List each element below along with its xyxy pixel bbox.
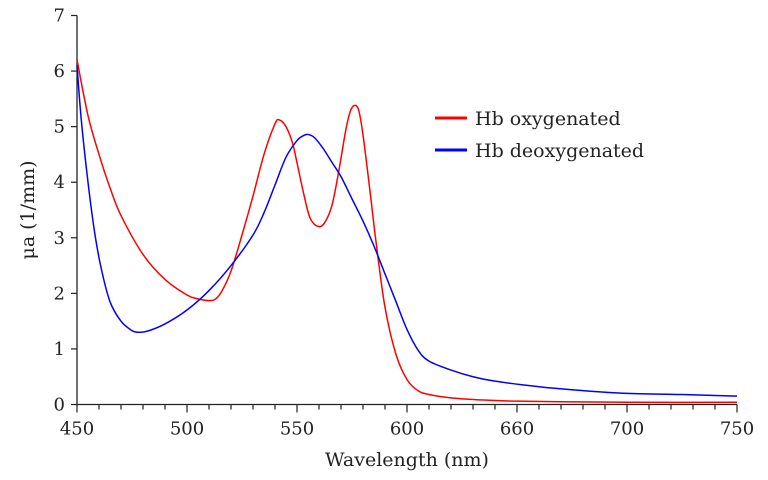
legend-label: Hb oxygenated xyxy=(475,108,621,130)
legend: Hb oxygenated Hb deoxygenated xyxy=(435,108,644,162)
y-tick-label: 5 xyxy=(54,117,65,138)
x-tick-label: 500 xyxy=(170,419,204,440)
y-axis-label: μa (1/mm) xyxy=(17,160,39,259)
x-tick-label: 660 xyxy=(500,419,534,440)
y-tick-label: 7 xyxy=(54,6,65,27)
legend-label: Hb deoxygenated xyxy=(475,140,644,162)
series-line-oxygenated xyxy=(76,59,738,404)
x-tick-label: 550 xyxy=(280,419,314,440)
axes: 0 1 2 3 4 5 6 7 450 500 550 600 660 700 750 xyxy=(54,6,755,440)
x-tick-label: 750 xyxy=(720,419,754,440)
y-tick-label: 6 xyxy=(54,61,65,82)
x-tick-label: 600 xyxy=(390,419,424,440)
y-tick-label: 4 xyxy=(54,172,65,193)
x-tick-label: 700 xyxy=(610,419,644,440)
series-line-deoxygenated xyxy=(76,65,738,397)
y-tick-label: 2 xyxy=(54,283,65,304)
x-tick-label: 450 xyxy=(60,419,94,440)
x-axis-label: Wavelength (nm) xyxy=(325,449,489,471)
series-lines xyxy=(76,59,738,404)
y-tick-label: 1 xyxy=(54,339,65,360)
y-tick-label: 0 xyxy=(54,395,65,416)
y-tick-label: 3 xyxy=(54,228,65,249)
